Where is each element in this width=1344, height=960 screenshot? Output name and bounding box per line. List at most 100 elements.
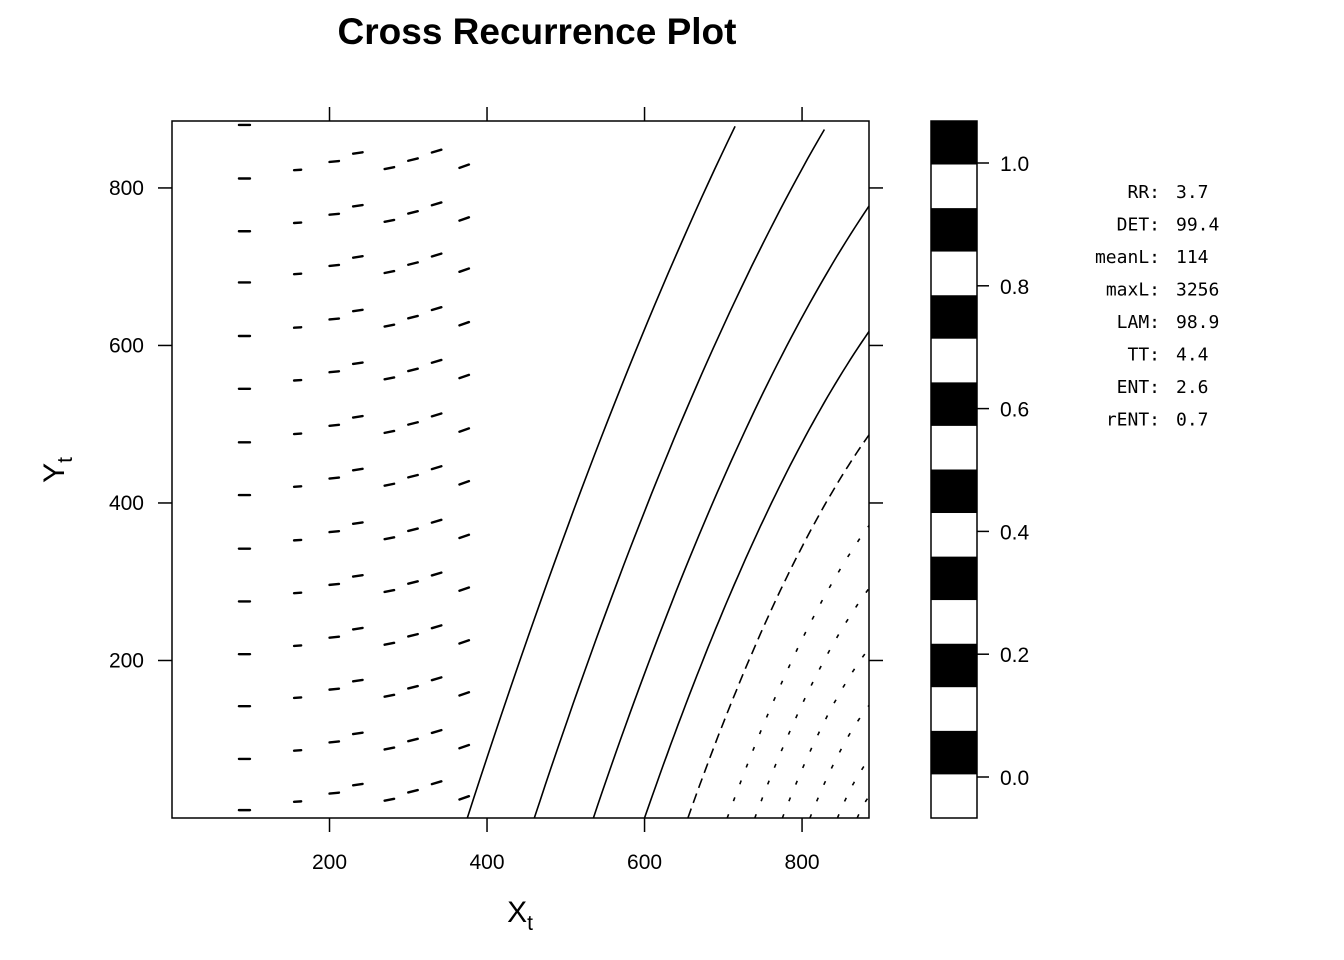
recurrence-diagonal-line: [687, 434, 870, 819]
recurrence-dash: [430, 201, 443, 207]
x-tick-label: 400: [470, 851, 505, 874]
recurrence-dash: [458, 267, 471, 274]
color-key-block: [931, 208, 977, 252]
recurrence-dash: [383, 429, 396, 435]
recurrence-dash: [383, 641, 396, 646]
recurrence-dash: [430, 465, 443, 471]
recurrence-dash: [351, 521, 364, 526]
color-key-block: [931, 382, 977, 426]
recurrence-dash: [430, 305, 443, 312]
color-key-tick-label: 0.8: [1000, 276, 1029, 299]
recurrence-dash: [458, 691, 471, 697]
recurrence-dash: [458, 743, 471, 750]
color-key-block: [931, 469, 977, 514]
recurrence-dash: [328, 159, 341, 164]
color-key-tick-label: 1.0: [1000, 153, 1029, 176]
recurrence-dash: [430, 148, 443, 154]
recurrence-dash: [430, 571, 443, 577]
x-axis-label: Xt: [507, 896, 533, 935]
recurrence-dash: [351, 678, 364, 683]
recurrence-dash: [383, 376, 396, 381]
y-tick-label: 600: [109, 334, 144, 357]
recurrence-diagonal-line: [856, 796, 870, 819]
recurrence-dash: [458, 479, 471, 486]
recurrence-diagonal-line: [643, 331, 870, 819]
recurrence-dash: [407, 261, 419, 266]
stat-value: 0.7: [1176, 410, 1209, 431]
recurrence-dash: [351, 255, 364, 259]
recurrence-dash: [328, 317, 341, 321]
stat-label: rENT:: [1106, 410, 1160, 431]
stat-value: 114: [1176, 247, 1209, 268]
recurrence-diagonal-line: [726, 525, 870, 819]
color-key-block: [931, 513, 977, 557]
recurrence-dash: [328, 212, 341, 216]
color-key-tick-label: 0.4: [1000, 521, 1030, 544]
stat-label: maxL:: [1106, 280, 1160, 301]
recurrence-marks: [237, 123, 870, 819]
y-axis-label: Yt: [38, 457, 77, 483]
recurrence-dash: [383, 693, 396, 698]
y-axis-label-sub: t: [54, 457, 77, 463]
color-key-block: [931, 251, 977, 296]
recurrence-dash: [407, 157, 419, 162]
color-key-tick-label: 0.0: [1000, 767, 1029, 790]
color-key: 0.0 0.2 0.4 0.6 0.8 1.0: [930, 120, 1030, 819]
recurrence-dash: [407, 367, 419, 373]
chart-title: Cross Recurrence Plot: [338, 11, 737, 52]
recurrence-dash: [407, 684, 419, 690]
color-key-block: [931, 295, 977, 339]
recurrence-dash: [328, 740, 341, 744]
recurrence-dash: [407, 737, 419, 743]
recurrence-dash: [383, 218, 396, 224]
recurrence-dash: [351, 414, 364, 419]
stat-label: DET:: [1117, 215, 1160, 236]
recurrence-dash: [383, 323, 396, 328]
color-key-block: [931, 121, 977, 165]
y-tick-label: 200: [109, 649, 144, 672]
recurrence-dash: [458, 320, 471, 327]
y-tick-label: 400: [109, 492, 144, 515]
recurrence-diagonal-line: [754, 588, 870, 819]
recurrence-dash: [458, 216, 471, 222]
recurrence-dash: [407, 788, 419, 794]
stat-label: TT:: [1127, 345, 1160, 366]
color-key-block: [931, 338, 977, 383]
color-key-block: [931, 774, 977, 818]
color-key-block: [931, 730, 977, 775]
stat-label: LAM:: [1117, 312, 1160, 333]
recurrence-diagonal-line: [592, 205, 870, 819]
stats-panel: RR: 3.7 DET: 99.4 meanL: 114 maxL: 3256 LAM: 98.9…: [1095, 182, 1219, 431]
color-key-tick-label: 0.6: [1000, 399, 1029, 422]
recurrence-diagonal-line: [809, 704, 870, 819]
recurrence-diagonal-line: [466, 125, 736, 819]
recurrence-dash: [351, 731, 364, 736]
recurrence-dash: [458, 586, 471, 592]
recurrence-dash: [458, 427, 471, 433]
color-key-tick-label: 0.2: [1000, 644, 1029, 667]
recurrence-dash: [351, 782, 364, 787]
recurrence-dash: [383, 482, 396, 487]
color-key-block: [931, 600, 977, 644]
recurrence-dash: [328, 423, 341, 427]
recurrence-dash: [383, 165, 396, 171]
recurrence-dash: [328, 476, 341, 480]
recurrence-dash: [351, 203, 364, 208]
y-axis: 200 400 600 800: [109, 177, 883, 672]
recurrence-dash: [383, 536, 396, 541]
x-tick-label: 200: [312, 851, 347, 874]
recurrence-dash: [407, 527, 419, 533]
recurrence-dash: [383, 269, 396, 275]
recurrence-dash: [328, 263, 341, 268]
color-key-block: [931, 164, 977, 209]
recurrence-dash: [383, 746, 396, 751]
recurrence-dash: [407, 580, 419, 585]
recurrence-dash: [430, 728, 443, 735]
recurrence-dash: [351, 626, 364, 631]
recurrence-dash: [407, 473, 419, 479]
recurrence-dash: [430, 518, 443, 524]
recurrence-dash: [430, 412, 443, 418]
stat-label: RR:: [1127, 182, 1160, 203]
recurrence-diagonal-line: [836, 759, 870, 819]
